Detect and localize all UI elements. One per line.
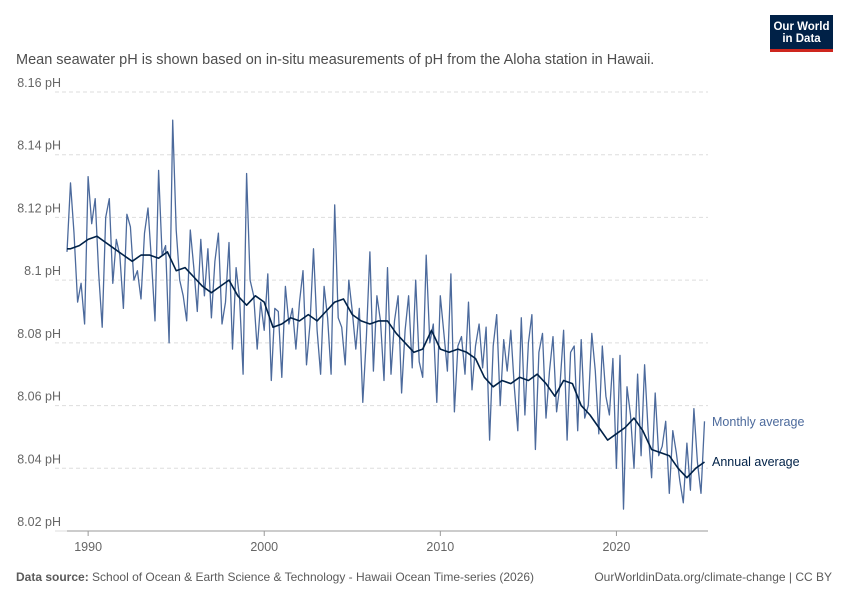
annual-average-label: Annual average <box>712 455 800 469</box>
x-tick-label: 2020 <box>603 540 631 554</box>
x-tick-label: 1990 <box>74 540 102 554</box>
url-license[interactable]: OurWorldinData.org/climate-change | CC B… <box>594 570 832 584</box>
x-axis: 1990 2000 2010 2020 <box>67 530 708 554</box>
data-source-text: School of Ocean & Earth Science & Techno… <box>92 570 535 584</box>
data-source: Data source: School of Ocean & Earth Sci… <box>16 570 534 584</box>
y-axis-ticks: 8.02 pH 8.04 pH 8.06 pH 8.08 pH 8.1 pH 8.12 p… <box>17 76 61 529</box>
annual-average-line[interactable] <box>67 235 705 479</box>
monthly-average-line[interactable] <box>66 119 706 510</box>
x-tick-label: 2010 <box>426 540 454 554</box>
line-chart: 8.02 pH 8.04 pH 8.06 pH 8.08 pH 8.1 pH 8.12 p… <box>17 76 804 554</box>
chart-subtitle: Mean seawater pH is shown based on in-si… <box>16 52 655 68</box>
data-source-label: Data source: <box>16 570 89 584</box>
x-tick-label: 2000 <box>250 540 278 554</box>
y-tick-label: 8.02 pH <box>17 515 61 529</box>
series-lines <box>66 119 706 510</box>
y-tick-label: 8.1 pH <box>24 264 61 278</box>
logo-line-1: Our World <box>773 21 830 33</box>
y-tick-label: 8.08 pH <box>17 327 61 341</box>
gridlines <box>55 91 708 532</box>
y-tick-label: 8.04 pH <box>17 452 61 466</box>
monthly-average-label: Monthly average <box>712 415 804 429</box>
y-tick-label: 8.14 pH <box>17 139 61 153</box>
y-tick-label: 8.06 pH <box>17 390 61 404</box>
series-labels: Monthly average Annual average <box>712 415 804 469</box>
logo-line-2: in Data <box>782 33 821 45</box>
owid-logo[interactable]: Our World in Data <box>770 15 833 52</box>
y-tick-label: 8.16 pH <box>17 76 61 90</box>
y-tick-label: 8.12 pH <box>17 201 61 215</box>
